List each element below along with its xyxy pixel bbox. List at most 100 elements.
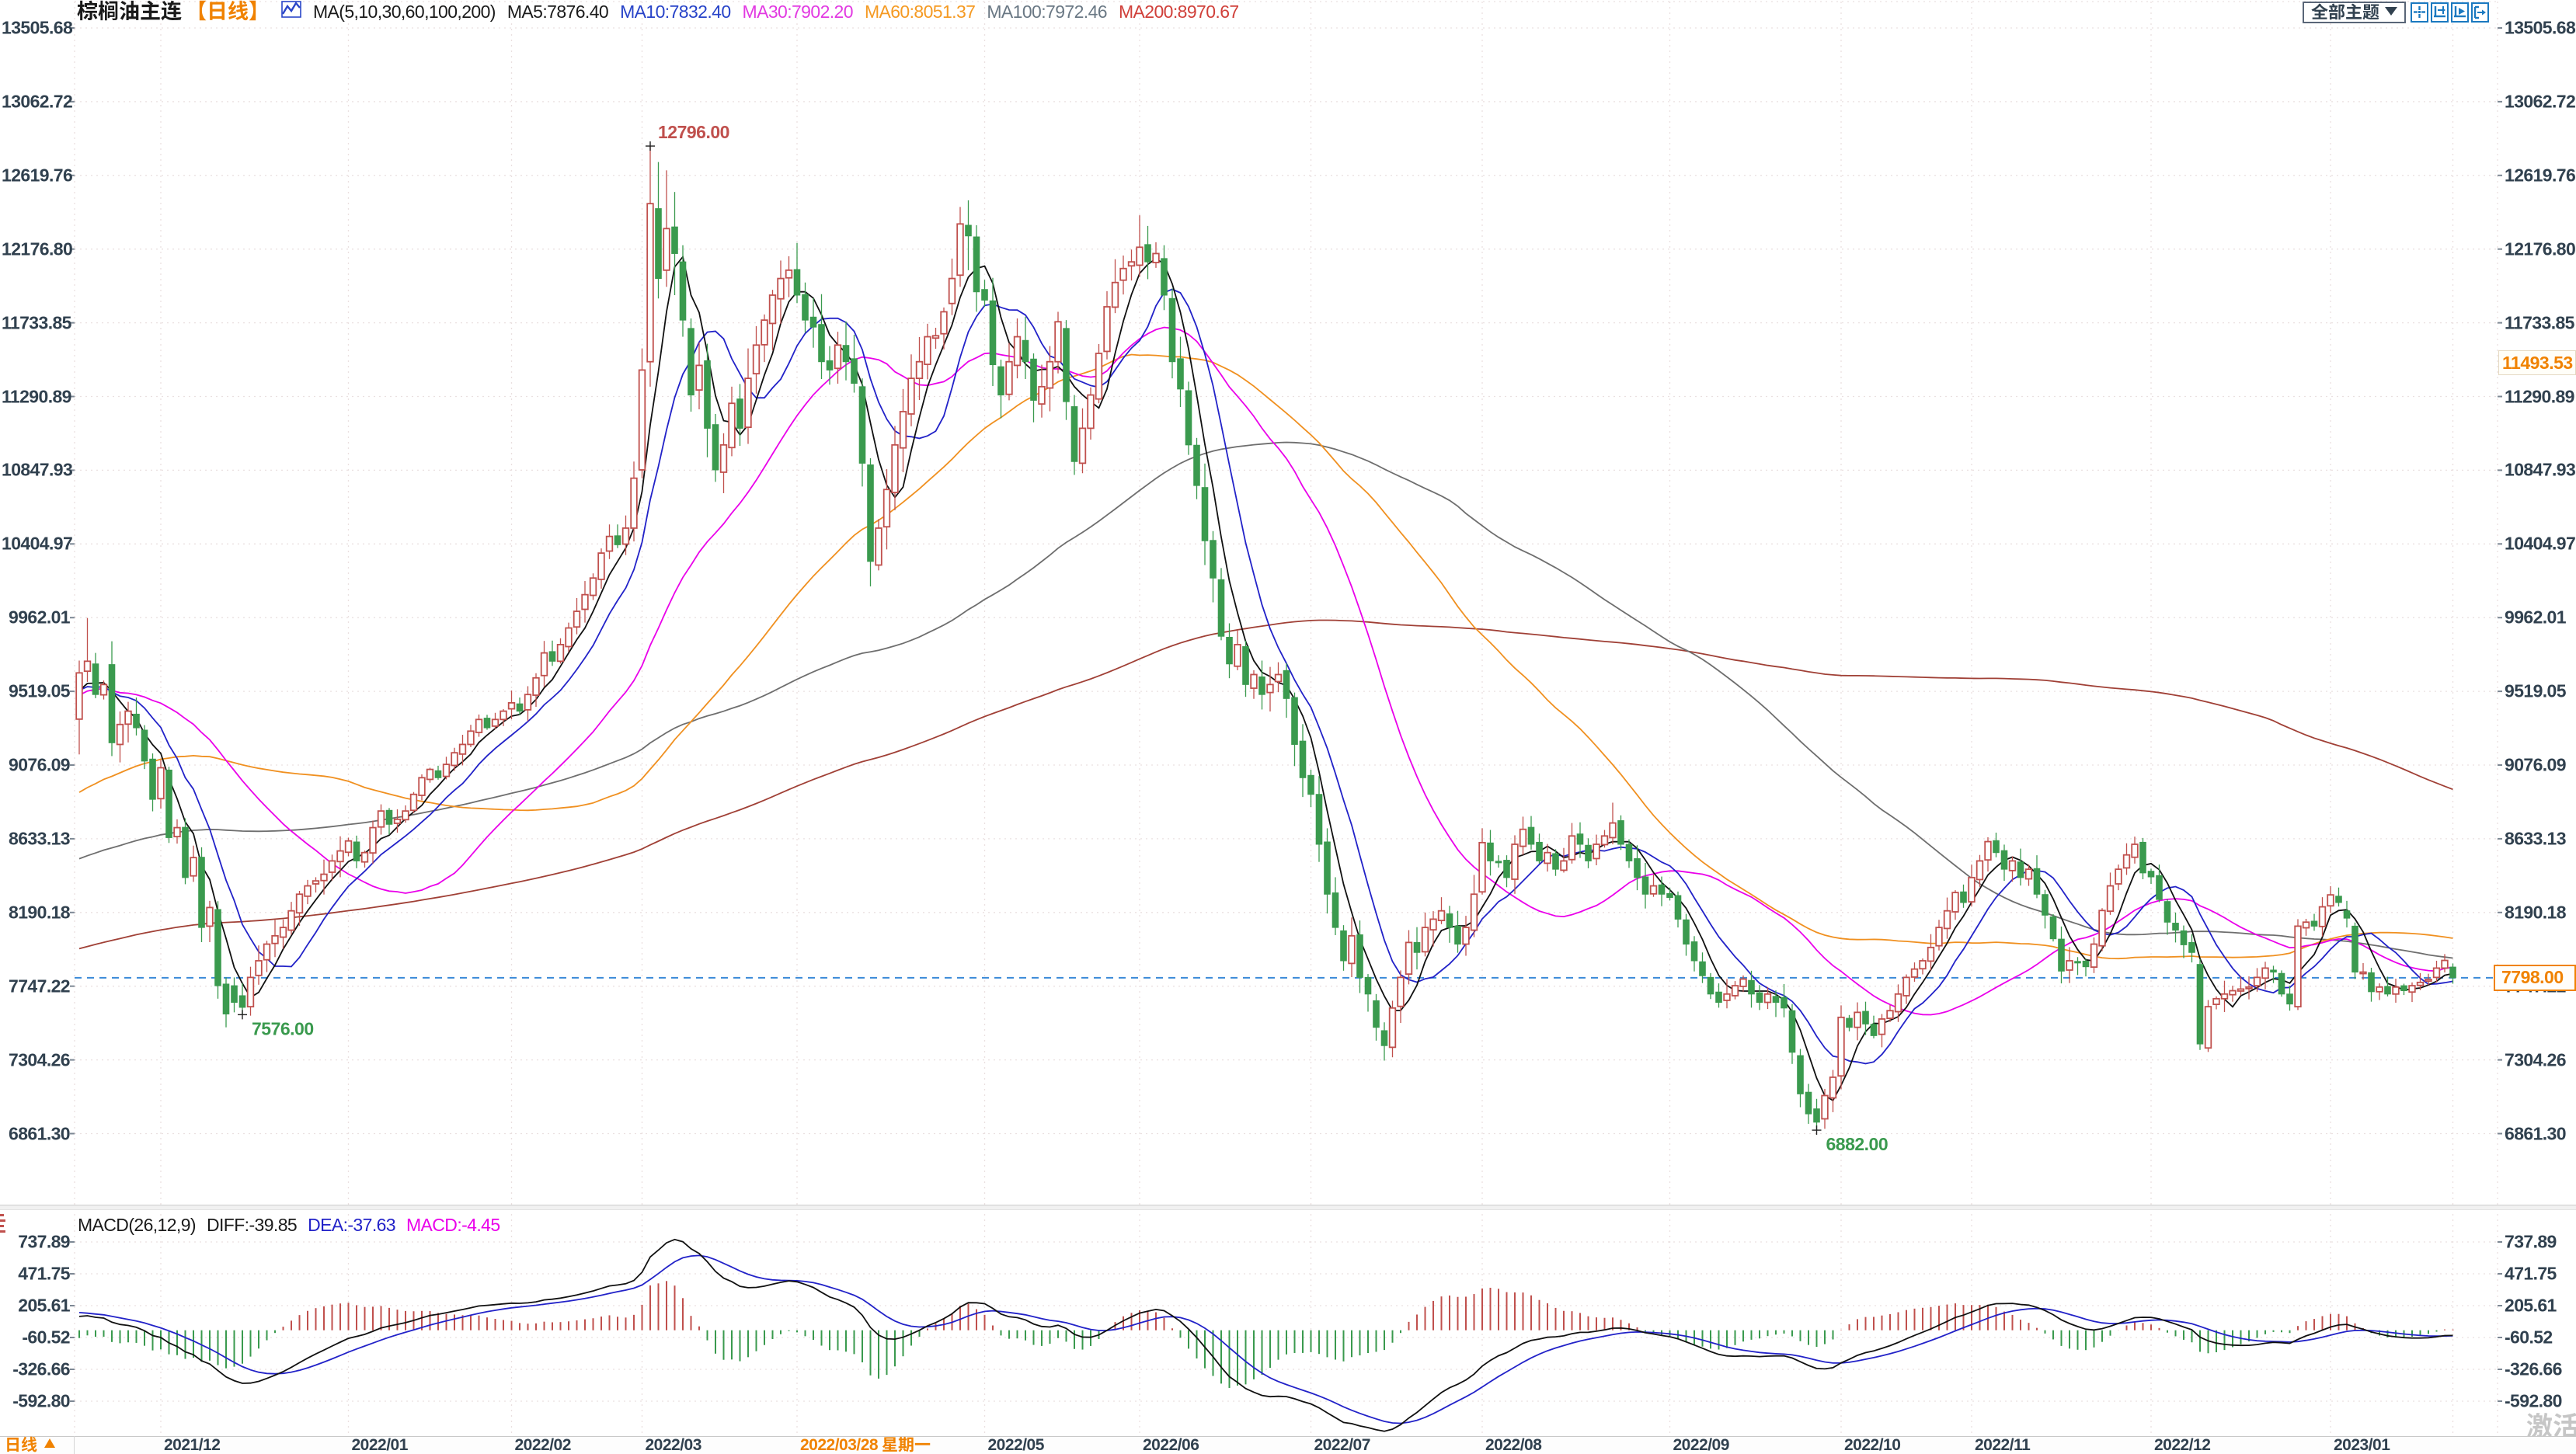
candle-up bbox=[1927, 946, 1935, 962]
candle-up bbox=[915, 360, 924, 380]
indicator-chart-icon bbox=[281, 0, 301, 24]
candle-down bbox=[1193, 444, 1200, 486]
candle-down bbox=[2310, 920, 2318, 927]
candle-down bbox=[973, 236, 980, 293]
candle-up bbox=[875, 527, 882, 566]
candle-down bbox=[1356, 934, 1363, 978]
candle-down bbox=[1690, 941, 1698, 962]
candle-down bbox=[2270, 969, 2277, 973]
candle-down bbox=[1658, 884, 1666, 895]
candle-down bbox=[1217, 579, 1225, 637]
candle-up bbox=[948, 277, 956, 304]
candle-down bbox=[2156, 875, 2163, 900]
axis-tick-label: 7304.26 bbox=[2505, 1049, 2567, 1070]
candle-up bbox=[1919, 960, 1927, 970]
candle-down bbox=[238, 995, 246, 1008]
theme-dropdown[interactable] bbox=[2303, 2, 2406, 23]
expand-xaxis-button[interactable] bbox=[2451, 2, 2469, 23]
candle-up bbox=[304, 885, 312, 897]
candle-up bbox=[2253, 976, 2261, 987]
period-corner-cell[interactable] bbox=[0, 1436, 75, 1454]
candle-up bbox=[2416, 981, 2425, 986]
last-price-box: 7798.00 bbox=[2494, 964, 2576, 991]
period-tag[interactable] bbox=[186, 0, 270, 24]
axis-tick-label: 9962.01 bbox=[2505, 607, 2567, 628]
time-axis-label: 2023/01 bbox=[2334, 1436, 2390, 1454]
macd-dea-value: DEA:-37.63 bbox=[308, 1214, 396, 1235]
candle-down bbox=[1536, 841, 1543, 861]
candle-down bbox=[1332, 892, 1339, 928]
candle-down bbox=[2147, 871, 2155, 878]
candle-down bbox=[2384, 986, 2391, 995]
candle-down bbox=[1283, 670, 1290, 699]
compress-xaxis-button[interactable] bbox=[2431, 2, 2449, 23]
candle-up bbox=[500, 710, 507, 721]
candle-up bbox=[581, 593, 589, 610]
candle-up bbox=[409, 793, 418, 812]
candle-down bbox=[809, 316, 817, 328]
candle-down bbox=[2017, 861, 2024, 878]
candle-down bbox=[1846, 1017, 1853, 1028]
candle-down bbox=[2082, 960, 2090, 968]
candle-up bbox=[768, 294, 777, 325]
candle-down bbox=[679, 261, 687, 321]
candle-up bbox=[1005, 360, 1013, 395]
candlestick-series bbox=[75, 146, 2456, 1131]
candle-up bbox=[2008, 860, 2017, 871]
macd-diff-value: DIFF:-39.85 bbox=[206, 1214, 298, 1235]
time-axis-band[interactable] bbox=[0, 1436, 2576, 1454]
axis-tick-label: 12619.76 bbox=[2, 165, 73, 186]
axis-tick-label: 9519.05 bbox=[2505, 680, 2567, 701]
axis-tick-label: -60.52 bbox=[22, 1327, 70, 1348]
candle-down bbox=[2033, 868, 2041, 895]
axis-tick-label: 10847.93 bbox=[2, 459, 73, 480]
axis-tick-label: 8633.13 bbox=[9, 828, 71, 849]
time-axis-label: 2022/03 bbox=[645, 1436, 702, 1454]
candle-up bbox=[1087, 394, 1095, 430]
candle-down bbox=[1674, 895, 1682, 920]
candle-down bbox=[1030, 358, 1037, 401]
candle-down bbox=[2172, 923, 2179, 931]
candle-up bbox=[621, 527, 630, 545]
candle-up bbox=[2229, 990, 2237, 996]
candle-down bbox=[826, 360, 834, 370]
ma5-line bbox=[78, 255, 2453, 1102]
candle-down bbox=[1144, 244, 1151, 263]
candle-up bbox=[589, 577, 597, 597]
candle-up bbox=[1136, 246, 1144, 266]
candle-up bbox=[2131, 844, 2139, 858]
pan-tool-button[interactable] bbox=[2411, 2, 2428, 23]
ma200-value: MA200:8970.67 bbox=[1118, 1, 1239, 22]
candle-down bbox=[1242, 645, 1249, 685]
chevron-down-icon bbox=[2384, 5, 2398, 20]
axis-tick-label: 13505.68 bbox=[2, 17, 73, 38]
candle-down bbox=[1161, 258, 1168, 296]
ma10-value: MA10:7832.40 bbox=[620, 1, 731, 22]
candle-up bbox=[2090, 943, 2098, 969]
ma100-value: MA100:7972.46 bbox=[987, 1, 1107, 22]
candle-down bbox=[1307, 774, 1314, 795]
macd-dif-line bbox=[78, 1238, 2453, 1432]
axis-tick-label: 737.89 bbox=[18, 1231, 70, 1252]
pane-divider[interactable] bbox=[0, 1205, 2576, 1210]
candle-down bbox=[688, 328, 694, 396]
candle-up bbox=[1568, 835, 1576, 861]
candle-down bbox=[867, 464, 874, 562]
candle-down bbox=[2180, 930, 2188, 945]
macd-dea-line bbox=[78, 1254, 2453, 1424]
candle-up bbox=[2432, 967, 2441, 979]
candle-up bbox=[1429, 918, 1437, 931]
candle-down bbox=[2139, 841, 2146, 874]
candle-up bbox=[1266, 684, 1274, 694]
candle-up bbox=[2115, 868, 2122, 885]
candle-up bbox=[1127, 261, 1136, 267]
candle-up bbox=[2441, 959, 2449, 969]
candle-up bbox=[2376, 986, 2383, 993]
candle-up bbox=[83, 660, 92, 673]
candle-down bbox=[1707, 976, 1714, 995]
shift-right-button[interactable] bbox=[2471, 2, 2489, 23]
candle-up bbox=[271, 934, 279, 944]
candle-up bbox=[956, 223, 964, 277]
